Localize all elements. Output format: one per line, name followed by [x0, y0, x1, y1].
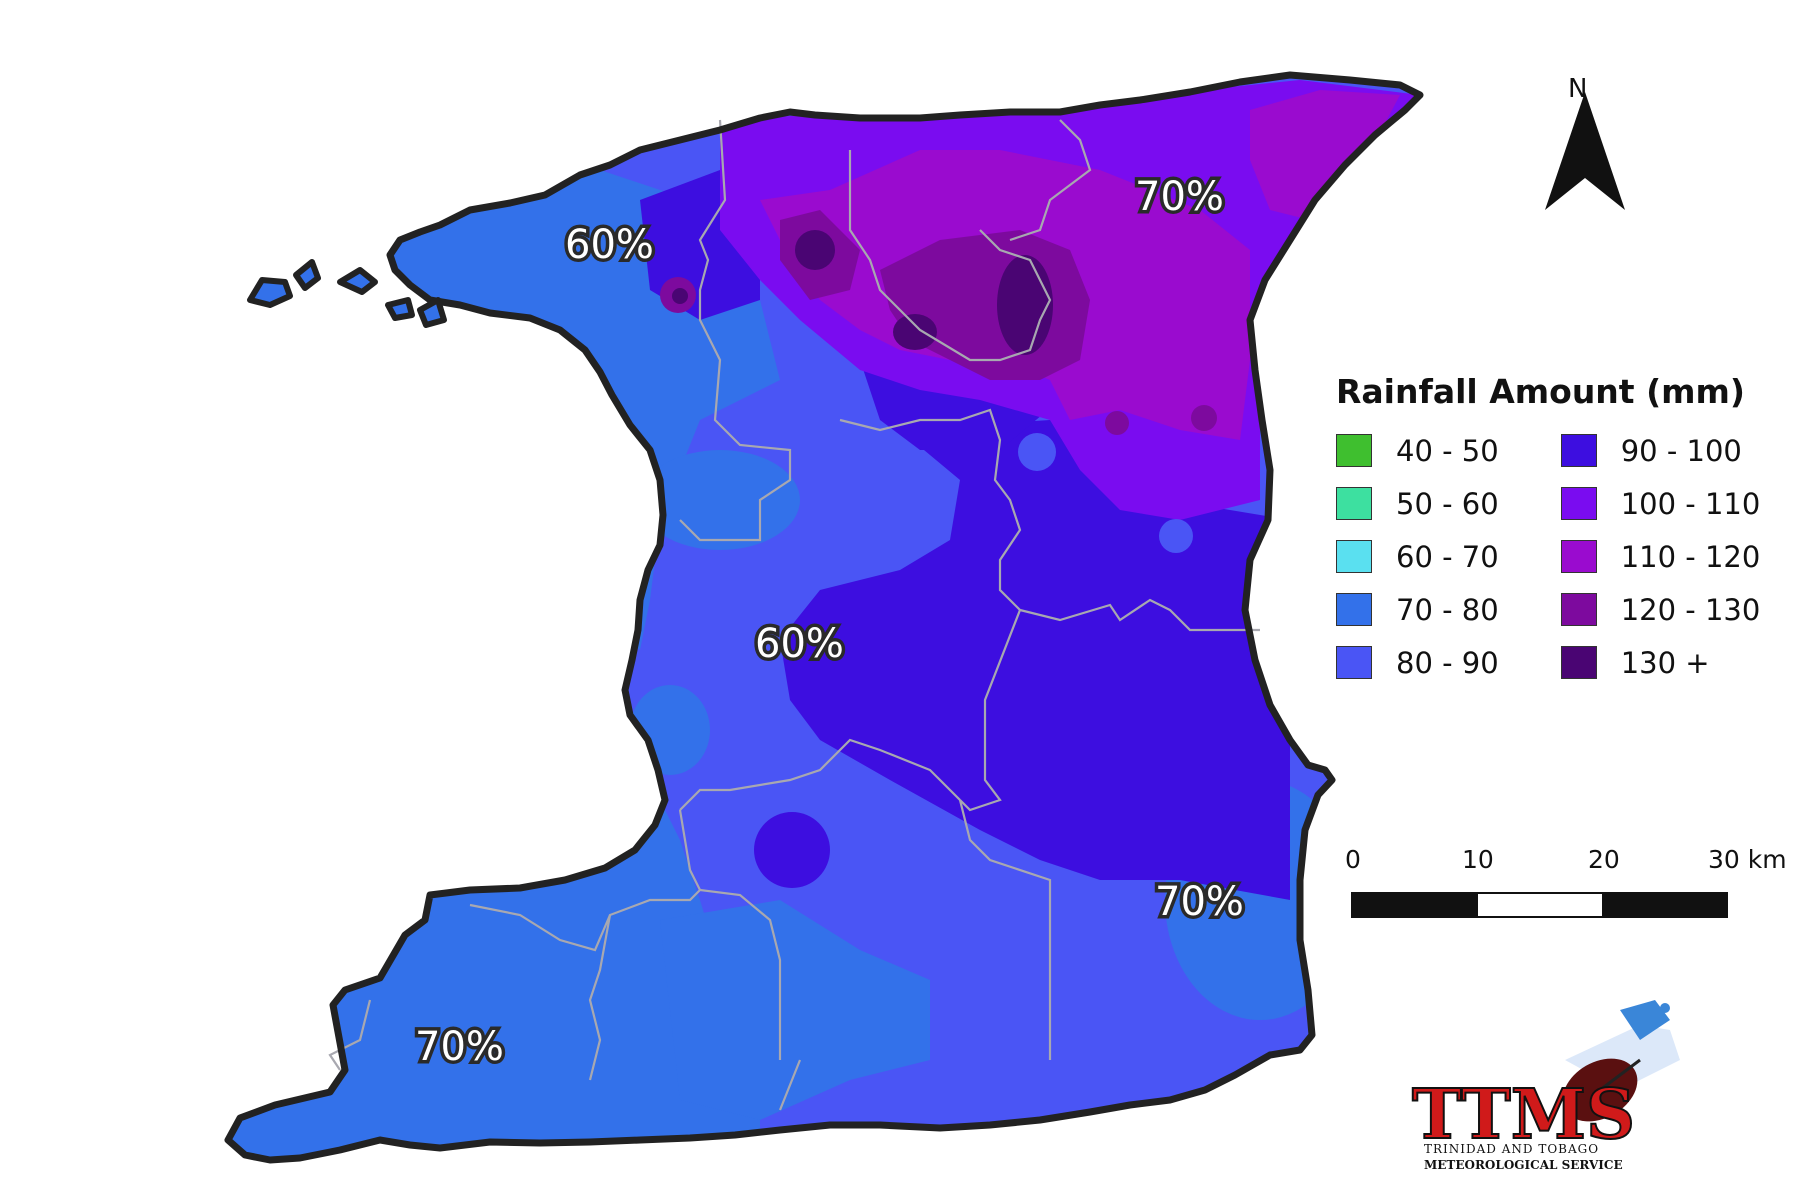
- logo-line2: METEOROLOGICAL SERVICE: [1424, 1158, 1623, 1172]
- logo-line1: TRINIDAD AND TOBAGO: [1424, 1142, 1600, 1156]
- percent-label-east: 70%: [1155, 879, 1244, 925]
- legend-item: 130 +: [1560, 645, 1761, 680]
- scale-bar: [1351, 892, 1728, 918]
- regional-boundaries: [328, 119, 1260, 1111]
- legend-swatch: [1336, 540, 1372, 573]
- scale-tick-0: 0: [1345, 845, 1361, 874]
- legend-label: 60 - 70: [1396, 539, 1499, 574]
- legend-label: 130 +: [1620, 645, 1710, 680]
- legend-item: 80 - 90: [1336, 645, 1499, 680]
- legend-item: 120 - 130: [1560, 592, 1761, 627]
- legend-item: 90 - 100: [1560, 433, 1761, 468]
- percent-label-center: 60%: [755, 621, 844, 667]
- legend-column-left: 40 - 50 50 - 60 60 - 70 70 - 80 80 - 90: [1336, 433, 1499, 680]
- legend-item: 60 - 70: [1336, 539, 1499, 574]
- legend-item: 70 - 80: [1336, 592, 1499, 627]
- legend-item: 110 - 120: [1560, 539, 1761, 574]
- percent-label-ne: 70%: [1135, 174, 1224, 220]
- legend-swatch: [1336, 593, 1372, 626]
- legend-swatch: [1560, 646, 1597, 679]
- legend-label: 100 - 110: [1620, 486, 1761, 521]
- legend-column-right: 90 - 100 100 - 110 110 - 120 120 - 130 1…: [1560, 433, 1761, 680]
- legend-title: Rainfall Amount (mm): [1336, 372, 1746, 411]
- legend: Rainfall Amount (mm) 40 - 50 50 - 60 60 …: [1336, 372, 1776, 680]
- legend-swatch: [1336, 646, 1372, 679]
- scale-tick-30: 30 km: [1708, 845, 1787, 874]
- legend-swatch: [1560, 487, 1597, 520]
- north-arrow-icon: [1545, 92, 1625, 210]
- logo-mark: TTMS: [1412, 1075, 1635, 1155]
- legend-item: 40 - 50: [1336, 433, 1499, 468]
- legend-label: 120 - 130: [1620, 592, 1761, 627]
- legend-label: 90 - 100: [1620, 433, 1742, 468]
- legend-label: 70 - 80: [1396, 592, 1499, 627]
- legend-swatch: [1336, 487, 1372, 520]
- bocas-islands: [247, 259, 447, 328]
- legend-swatch: [1560, 434, 1597, 467]
- scale-tick-20: 20: [1588, 845, 1620, 874]
- legend-swatch: [1560, 593, 1597, 626]
- legend-item: 50 - 60: [1336, 486, 1499, 521]
- legend-swatch: [1336, 434, 1372, 467]
- legend-label: 110 - 120: [1620, 539, 1761, 574]
- ttms-logo-icon: TTMS: [1411, 1000, 1680, 1156]
- legend-label: 50 - 60: [1396, 486, 1499, 521]
- percent-label-sw: 70%: [415, 1024, 504, 1070]
- legend-swatch: [1560, 540, 1597, 573]
- percent-label-nw: 60%: [565, 222, 654, 268]
- legend-label: 40 - 50: [1396, 433, 1499, 468]
- scale-tick-10: 10: [1462, 845, 1494, 874]
- legend-label: 80 - 90: [1396, 645, 1499, 680]
- legend-item: 100 - 110: [1560, 486, 1761, 521]
- north-label: N: [1568, 74, 1588, 104]
